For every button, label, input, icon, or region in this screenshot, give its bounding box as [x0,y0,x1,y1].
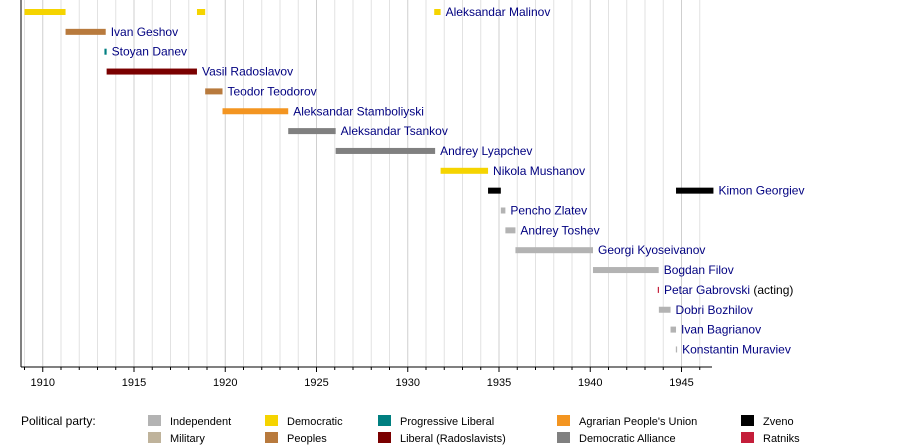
pm-label-konstantin-muraviev: Konstantin Muraviev [682,342,791,356]
term-bar-aleksandar-malinov-2 [196,9,206,15]
legend-label-military: Military [170,433,205,445]
legend-swatch-military [148,432,161,443]
legend-swatch-ratniks [741,432,754,443]
legend-label-peoples: Peoples [287,433,327,445]
x-axis: 1910 1915 1920 1925 1930 1935 1940 1945 [20,0,712,389]
pm-label-georgi-kyoseivanov: Georgi Kyoseivanov [598,243,705,257]
term-bar-dobri-bozhilov-1 [658,306,671,313]
term-bar-andrey-lyapchev-1 [335,147,436,154]
term-bar-aleksandar-malinov-1 [24,9,66,15]
legend-swatch-agrarian-people-s-union [557,415,570,426]
pm-label-kimon-georgiev: Kimon Georgiev [718,184,804,198]
pm-label-pencho-zlatev: Pencho Zlatev [510,204,587,218]
tick-label-1910: 1910 [31,377,55,389]
term-bar-aleksandar-tsankov-1 [288,128,336,135]
term-bar-ivan-geshov-1 [65,28,106,35]
term-bar-pencho-zlatev-1 [500,207,506,214]
tick-label-1925: 1925 [304,377,328,389]
legend-label-democratic-alliance: Democratic Alliance [579,433,676,445]
tick-label-1915: 1915 [122,377,146,389]
legend-label-zveno: Zveno [763,416,794,428]
term-bar-stoyan-danev-1 [104,48,107,55]
term-bar-petar-gabrovski-1 [657,286,659,293]
legend-swatch-zveno [741,415,754,426]
pm-label-aleksandar-malinov: Aleksandar Malinov [446,5,551,19]
tick-label-1920: 1920 [213,377,237,389]
legend-title: Political party: [21,414,96,428]
pm-labels: Aleksandar Malinov Ivan Geshov Stoyan Dane… [111,5,805,356]
term-bar-konstantin-muraviev-1 [675,346,678,353]
legend-label-democratic: Democratic [287,416,343,428]
legend-label-independent: Independent [170,416,231,428]
legend: Political party: Independent Democratic Pro… [21,414,800,445]
tick-label-1940: 1940 [578,377,602,389]
term-bar-georgi-kyoseivanov-1 [515,247,593,254]
pm-label-dobri-bozhilov: Dobri Bozhilov [676,303,753,317]
pm-label-nikola-mushanov: Nikola Mushanov [493,164,585,178]
legend-swatch-independent [148,415,161,426]
pm-label-ivan-geshov: Ivan Geshov [111,25,178,39]
pm-label-stoyan-danev: Stoyan Danev [112,45,187,59]
legend-swatch-progressive-liberal [378,415,391,426]
pm-label-ivan-bagrianov: Ivan Bagrianov [681,323,761,337]
tick-label-1930: 1930 [396,377,420,389]
pm-label-bogdan-filov: Bogdan Filov [664,263,734,277]
pm-label-teodor-teodorov: Teodor Teodorov [228,84,317,98]
term-bar-kimon-georgiev-2 [676,187,714,194]
legend-label-liberal-radoslavists-: Liberal (Radoslavists) [400,433,506,445]
term-bar-teodor-teodorov-1 [205,88,223,95]
term-bars [24,9,714,353]
pm-label-aleksandar-stamboliyski: Aleksandar Stamboliyski [293,104,424,118]
pm-label-aleksandar-tsankov: Aleksandar Tsankov [341,124,448,138]
term-bar-ivan-bagrianov-1 [670,326,677,333]
term-bar-kimon-georgiev-1 [488,187,501,194]
pm-label-petar-gabrovski: Petar Gabrovski (acting) [664,283,793,297]
term-bar-andrey-toshev-1 [505,227,516,234]
legend-swatch-democratic [265,415,278,426]
term-bar-aleksandar-malinov-3 [434,9,441,15]
legend-label-ratniks: Ratniks [763,433,800,445]
term-bar-bogdan-filov-1 [592,267,659,274]
tick-label-1935: 1935 [487,377,511,389]
legend-swatch-liberal-radoslavists- [378,432,391,443]
pm-label-andrey-lyapchev: Andrey Lyapchev [440,144,532,158]
term-bar-nikola-mushanov-1 [440,167,489,174]
grid-lines [24,0,701,367]
legend-label-progressive-liberal: Progressive Liberal [400,416,494,428]
pm-label-andrey-toshev: Andrey Toshev [520,223,599,237]
term-bar-vasil-radoslavov-1 [106,68,197,75]
legend-swatch-democratic-alliance [557,432,570,443]
term-bar-aleksandar-stamboliyski-1 [222,108,289,115]
pm-label-vasil-radoslavov: Vasil Radoslavov [202,65,293,79]
legend-label-agrarian-people-s-union: Agrarian People's Union [579,416,697,428]
legend-swatch-peoples [265,432,278,443]
tick-label-1945: 1945 [669,377,693,389]
